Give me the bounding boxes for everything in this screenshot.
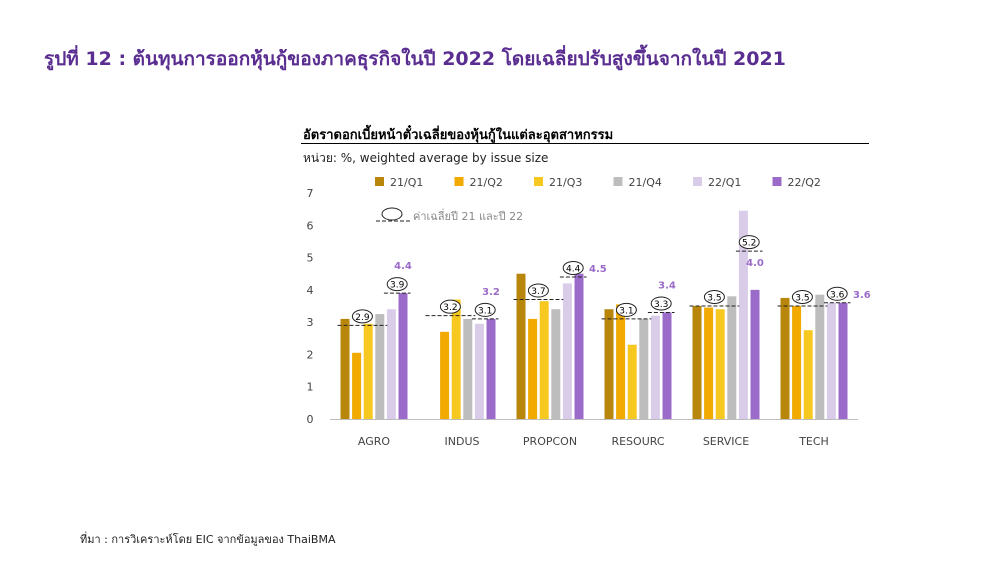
- bar: [451, 299, 461, 419]
- y2021-avg-marker: [791, 290, 813, 304]
- bar: [486, 318, 496, 419]
- legend-label: 21/Q3: [549, 176, 582, 189]
- y2022-avg-label: 5.2: [742, 239, 756, 249]
- y2021-avg-marker: [703, 290, 725, 304]
- y2021-avg-marker: [615, 302, 637, 317]
- y-tick-label: 7: [307, 187, 314, 200]
- legend-label: 22/Q2: [788, 176, 821, 189]
- legend-label: 21/Q4: [629, 176, 662, 189]
- y-tick-label: 0: [307, 413, 314, 426]
- y2022-avg-marker: [650, 296, 672, 311]
- x-tick-label: TECH: [798, 435, 829, 448]
- bar: [574, 273, 584, 419]
- y2021-avg-label: 3.1: [619, 306, 633, 316]
- bar: [539, 301, 549, 419]
- bar: [704, 307, 714, 419]
- bar: [750, 289, 760, 419]
- legend-swatch: [693, 177, 702, 186]
- y2021-avg-label: 3.2: [443, 303, 457, 313]
- bar: [803, 330, 813, 419]
- bar: [463, 318, 473, 419]
- bar: [474, 323, 484, 419]
- y2022-avg-label: 3.3: [654, 300, 668, 310]
- bar: [815, 294, 825, 419]
- y2022-avg-label: 3.1: [478, 306, 492, 316]
- bar: [780, 297, 790, 419]
- q2-value-label: 3.2: [482, 287, 500, 298]
- bar: [627, 344, 637, 419]
- source-note: ที่มา : การวิเคราะห์โดย EIC จากข้อมูลของ…: [80, 533, 336, 546]
- bar: [838, 302, 848, 419]
- y2021-avg-label: 3.5: [795, 294, 809, 304]
- chart-title: อัตราดอกเบี้ยหน้าตั๋วเฉลี่ยของหุ้นกู้ในแ…: [303, 128, 614, 143]
- bar: [551, 309, 561, 419]
- x-tick-label: INDUS: [445, 435, 480, 448]
- y2022-avg-marker: [386, 277, 408, 292]
- legend-swatch: [454, 177, 464, 186]
- legend-label: 22/Q1: [708, 176, 741, 189]
- y2022-avg-marker: [738, 235, 760, 250]
- bar: [363, 323, 373, 419]
- y2021-avg-marker: [439, 299, 461, 314]
- bar: [692, 306, 702, 419]
- q2-value-label: 3.6: [853, 290, 871, 301]
- y2021-avg-label: 2.9: [355, 313, 370, 323]
- bar: [826, 302, 836, 419]
- bar: [616, 304, 626, 419]
- y2022-avg-label: 3.9: [390, 281, 405, 291]
- legend-swatch: [534, 177, 543, 186]
- y2021-avg-label: 3.5: [707, 294, 721, 304]
- y2022-avg-marker: [474, 302, 496, 317]
- bar: [727, 296, 737, 419]
- bar: [398, 293, 408, 419]
- bar: [340, 318, 350, 419]
- chart-subtitle: หน่วย: %, weighted average by issue size: [303, 151, 549, 165]
- figure-title: รูปที่ 12 : ต้นทุนการออกหุ้นกู้ของภาคธุร…: [44, 48, 786, 70]
- q2-value-label: 3.4: [658, 280, 676, 291]
- bar: [440, 331, 450, 419]
- avg-legend-label: ค่าเฉลี่ยปี 21 และปี 22: [413, 208, 523, 223]
- legend-swatch: [772, 177, 782, 186]
- q2-value-label: 4.4: [394, 261, 412, 272]
- bar: [516, 273, 526, 419]
- y-tick-label: 5: [307, 252, 314, 265]
- y2022-avg-marker: [562, 260, 584, 275]
- title-divider: [301, 143, 869, 144]
- bar: [604, 309, 614, 419]
- x-tick-label: SERVICE: [703, 435, 749, 448]
- y-tick-label: 3: [307, 316, 314, 329]
- bar: [639, 318, 649, 419]
- bar: [792, 306, 802, 419]
- y2022-avg-label: 4.4: [566, 264, 581, 274]
- y2022-avg-label: 3.6: [830, 290, 845, 300]
- legend-swatch: [375, 177, 384, 186]
- legend-swatch: [613, 177, 623, 186]
- bar: [715, 309, 725, 419]
- legend-label: 21/Q1: [390, 176, 423, 189]
- y2021-avg-label: 3.7: [531, 287, 545, 297]
- y-tick-label: 4: [307, 284, 314, 297]
- y2022-avg-marker: [826, 286, 848, 301]
- bar: [375, 314, 385, 419]
- bar: [738, 210, 748, 419]
- x-tick-label: AGRO: [358, 435, 390, 448]
- bar: [562, 283, 572, 419]
- q2-value-label: 4.5: [589, 264, 607, 275]
- y-tick-label: 6: [307, 219, 314, 232]
- legend-label: 21/Q2: [470, 176, 503, 189]
- x-tick-label: PROPCON: [523, 435, 577, 448]
- bar: [650, 315, 660, 419]
- bar: [528, 318, 538, 419]
- bar: [386, 309, 396, 419]
- bar: [352, 352, 362, 419]
- y2021-avg-marker: [527, 283, 549, 298]
- avg-legend-marker: [381, 207, 403, 221]
- bar: [662, 312, 672, 419]
- q2-value-label: 4.0: [746, 258, 764, 269]
- y-tick-label: 2: [307, 348, 314, 361]
- y2021-avg-marker: [351, 309, 373, 324]
- x-tick-label: RESOURC: [611, 435, 664, 448]
- y-tick-label: 1: [307, 381, 314, 394]
